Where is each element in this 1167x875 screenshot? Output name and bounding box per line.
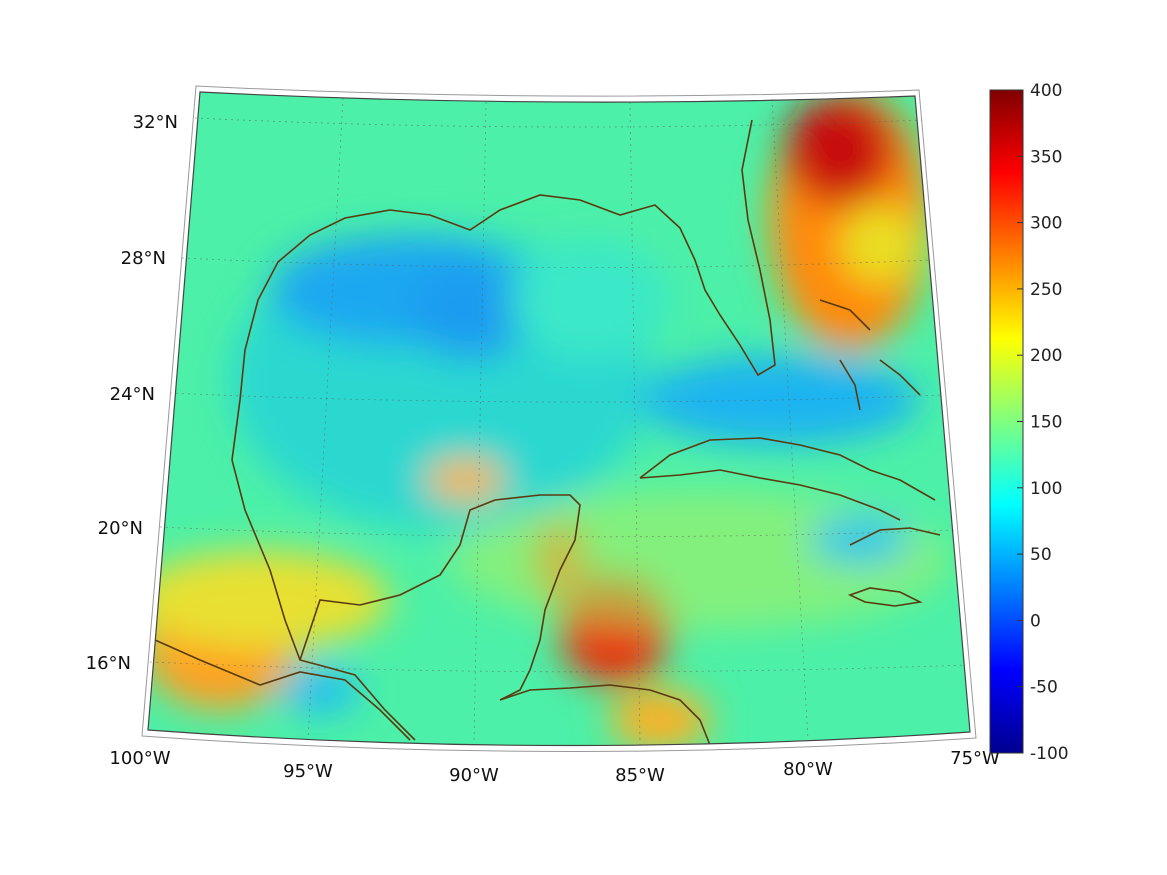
lat-label-16: 16°N bbox=[86, 653, 131, 674]
lon-label-95: 95°W bbox=[283, 761, 333, 782]
coast-bahamas bbox=[819, 299, 921, 411]
colorbar-tick-label: 400 bbox=[1030, 81, 1062, 101]
lon-label-100: 100°W bbox=[109, 748, 170, 769]
colorbar: 400 350 300 250 200 150 100 50 0 -50 -100 bbox=[989, 81, 1069, 764]
colorbar-ticks: 400 350 300 250 200 150 100 50 0 -50 -100 bbox=[1017, 81, 1069, 764]
coast-cuba bbox=[639, 437, 936, 501]
colorbar-tick-label: 300 bbox=[1030, 214, 1062, 234]
grid-lat-32 bbox=[194, 117, 923, 128]
field-campeche-high bbox=[425, 460, 505, 500]
lon-label-85: 85°W bbox=[615, 765, 665, 786]
colorbar-tick-label: 0 bbox=[1030, 611, 1041, 631]
coast-gulf bbox=[231, 119, 776, 741]
grid-lat-20 bbox=[159, 526, 956, 538]
coast-jamaica bbox=[847, 587, 923, 607]
field-southwest-band bbox=[148, 550, 390, 650]
colorbar-tick-label: 150 bbox=[1030, 413, 1062, 433]
grid-lon-90 bbox=[473, 101, 487, 746]
grid-lon-85 bbox=[629, 101, 641, 746]
colorbar-tick-label: 200 bbox=[1030, 346, 1062, 366]
lat-label-32: 32°N bbox=[133, 112, 178, 133]
field-layer bbox=[148, 92, 970, 746]
graticule bbox=[149, 97, 967, 746]
lat-label-28: 28°N bbox=[121, 248, 166, 269]
lon-label-90: 90°W bbox=[449, 765, 499, 786]
colorbar-tick-label: 50 bbox=[1030, 545, 1052, 565]
field-gulf-east bbox=[510, 240, 670, 360]
field-straits-low bbox=[640, 355, 920, 445]
field-east-ring bbox=[840, 205, 920, 285]
grid-lon-80 bbox=[771, 98, 809, 741]
coastlines bbox=[154, 119, 941, 746]
coast-cuba-south bbox=[639, 469, 901, 521]
grid-lon-95 bbox=[307, 97, 344, 741]
colorbar-tick-label: 100 bbox=[1030, 479, 1062, 499]
lat-label-24: 24°N bbox=[110, 384, 155, 405]
lon-label-80: 80°W bbox=[783, 759, 833, 780]
coast-yucatan bbox=[299, 494, 711, 746]
colorbar-tick-label: -100 bbox=[1030, 744, 1069, 764]
field-gulf-north-low-2 bbox=[410, 260, 530, 360]
lon-label-75: 75°W bbox=[950, 748, 1000, 769]
lat-labels: 32°N 28°N 24°N 20°N 16°N bbox=[86, 112, 178, 674]
coast-central-america bbox=[154, 639, 411, 741]
field-honduras-high bbox=[610, 690, 710, 746]
lon-labels: 100°W 95°W 90°W 85°W 80°W 75°W bbox=[109, 748, 1000, 786]
colorbar-tick-label: 350 bbox=[1030, 147, 1062, 167]
map-frame bbox=[147, 91, 971, 747]
coast-hispaniola bbox=[849, 527, 941, 546]
map-frame-outer bbox=[141, 85, 977, 753]
field-southern-low bbox=[280, 665, 360, 715]
colorbar-tick-label: -50 bbox=[1030, 678, 1058, 698]
colorbar-tick-label: 250 bbox=[1030, 280, 1062, 300]
field-east-high-core bbox=[785, 95, 895, 205]
grid-lat-28 bbox=[181, 257, 933, 268]
lat-label-20: 20°N bbox=[98, 518, 143, 539]
